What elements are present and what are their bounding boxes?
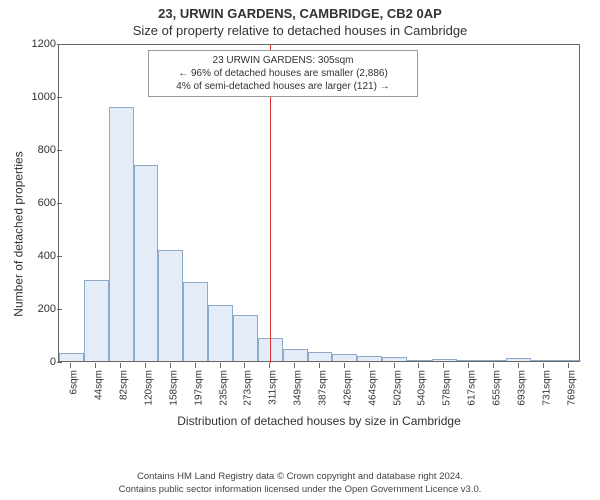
histogram-bar <box>357 356 382 361</box>
x-tick-label: 158sqm <box>168 370 179 406</box>
x-tick <box>120 363 121 368</box>
histogram-bar <box>59 353 84 361</box>
histogram-bar <box>332 354 357 361</box>
histogram-bar <box>283 349 308 361</box>
y-tick-label: 600 <box>20 197 56 209</box>
x-tick-label: 655sqm <box>492 370 503 406</box>
y-tick-label: 1200 <box>20 38 56 50</box>
histogram-bar <box>109 107 134 361</box>
histogram-bar <box>506 358 531 361</box>
x-tick <box>145 363 146 368</box>
x-tick <box>195 363 196 368</box>
x-tick <box>70 363 71 368</box>
footer: Contains HM Land Registry data © Crown c… <box>0 471 600 496</box>
x-tick-label: 617sqm <box>467 370 478 406</box>
x-ticks <box>58 362 580 366</box>
histogram-bar <box>482 360 507 361</box>
x-tick <box>369 363 370 368</box>
x-tick-label: 311sqm <box>268 370 279 405</box>
x-tick-label: 578sqm <box>442 370 453 406</box>
x-tick-label: 540sqm <box>417 370 428 406</box>
y-tick-label: 800 <box>20 144 56 156</box>
x-tick-label: 769sqm <box>566 370 577 406</box>
x-tick <box>170 363 171 368</box>
x-tick-label: 349sqm <box>293 370 304 406</box>
x-tick-label: 464sqm <box>367 370 378 406</box>
histogram-bar <box>432 359 457 361</box>
histogram-bar <box>233 315 258 361</box>
histogram-bar <box>457 360 482 361</box>
x-tick <box>244 363 245 368</box>
x-tick-label: 387sqm <box>318 370 329 406</box>
x-tick-label: 197sqm <box>193 370 204 406</box>
y-ticks: 020040060080010001200 <box>20 44 56 362</box>
x-tick <box>518 363 519 368</box>
x-tick <box>319 363 320 368</box>
x-axis-title: Distribution of detached houses by size … <box>58 414 580 428</box>
histogram-bar <box>158 250 183 361</box>
x-tick <box>568 363 569 368</box>
annotation-line3: 4% of semi-detached houses are larger (1… <box>155 80 411 93</box>
x-tick <box>344 363 345 368</box>
x-tick <box>443 363 444 368</box>
x-tick <box>394 363 395 368</box>
x-tick <box>269 363 270 368</box>
page-title: 23, URWIN GARDENS, CAMBRIDGE, CB2 0AP <box>0 6 600 21</box>
x-tick-label: 235sqm <box>218 370 229 406</box>
y-tick-label: 200 <box>20 303 56 315</box>
x-tick-label: 731sqm <box>541 370 552 406</box>
histogram-bar <box>382 357 407 361</box>
y-tick-label: 1000 <box>20 91 56 103</box>
chart-area: 020040060080010001200 6sqm44sqm82sqm120s… <box>58 44 580 424</box>
histogram-bar <box>208 305 233 361</box>
histogram-bar <box>183 282 208 362</box>
histogram-bar <box>84 280 109 361</box>
y-tick-label: 0 <box>20 356 56 368</box>
footer-line2: Contains public sector information licen… <box>0 484 600 496</box>
annotation-box: 23 URWIN GARDENS: 305sqm ← 96% of detach… <box>148 50 418 97</box>
page-subtitle: Size of property relative to detached ho… <box>0 23 600 38</box>
y-tick-label: 400 <box>20 250 56 262</box>
footer-line1: Contains HM Land Registry data © Crown c… <box>0 471 600 483</box>
x-tick-label: 426sqm <box>342 370 353 406</box>
x-tick-label: 502sqm <box>392 370 403 406</box>
x-tick <box>543 363 544 368</box>
x-tick <box>220 363 221 368</box>
x-tick <box>294 363 295 368</box>
x-tick-label: 120sqm <box>144 370 155 406</box>
x-tick <box>418 363 419 368</box>
annotation-line2: ← 96% of detached houses are smaller (2,… <box>155 67 411 80</box>
histogram-bar <box>556 360 581 361</box>
x-tick-label: 693sqm <box>516 370 527 406</box>
x-tick <box>468 363 469 368</box>
histogram-bar <box>531 360 556 361</box>
x-tick-label: 273sqm <box>243 370 254 406</box>
annotation-line1: 23 URWIN GARDENS: 305sqm <box>155 54 411 67</box>
x-tick <box>493 363 494 368</box>
x-tick-label: 6sqm <box>69 370 80 394</box>
x-tick-label: 44sqm <box>94 370 105 400</box>
x-tick-label: 82sqm <box>119 370 130 400</box>
histogram-bar <box>407 360 432 361</box>
histogram-bar <box>308 352 333 361</box>
x-tick <box>95 363 96 368</box>
histogram-bar <box>134 165 159 361</box>
